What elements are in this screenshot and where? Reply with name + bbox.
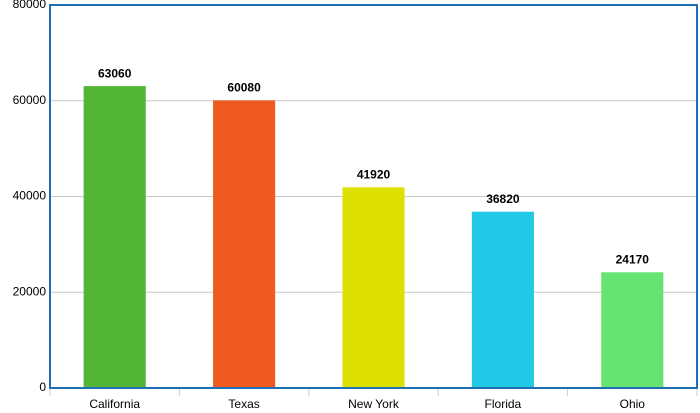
x-tick-label: Ohio — [620, 397, 646, 411]
value-label: 24170 — [616, 252, 650, 266]
bar — [213, 100, 276, 388]
y-tick-label: 60000 — [13, 93, 47, 107]
x-tick-label: Florida — [485, 397, 522, 411]
x-tick-label: New York — [348, 397, 400, 411]
plot-border — [49, 4, 698, 389]
x-tick-label: California — [89, 397, 140, 411]
value-label: 36820 — [486, 192, 520, 206]
value-label: 60080 — [227, 81, 261, 95]
bar — [601, 272, 664, 388]
x-tick-label: Texas — [228, 397, 259, 411]
value-label: 63060 — [98, 66, 132, 80]
bar — [83, 86, 146, 388]
y-tick-label: 20000 — [13, 284, 47, 298]
bar — [471, 211, 534, 388]
bar — [342, 187, 405, 388]
y-tick-label: 80000 — [13, 0, 47, 11]
value-label: 41920 — [357, 167, 391, 181]
y-tick-label: 40000 — [13, 189, 47, 203]
y-tick-label: 0 — [39, 380, 46, 394]
